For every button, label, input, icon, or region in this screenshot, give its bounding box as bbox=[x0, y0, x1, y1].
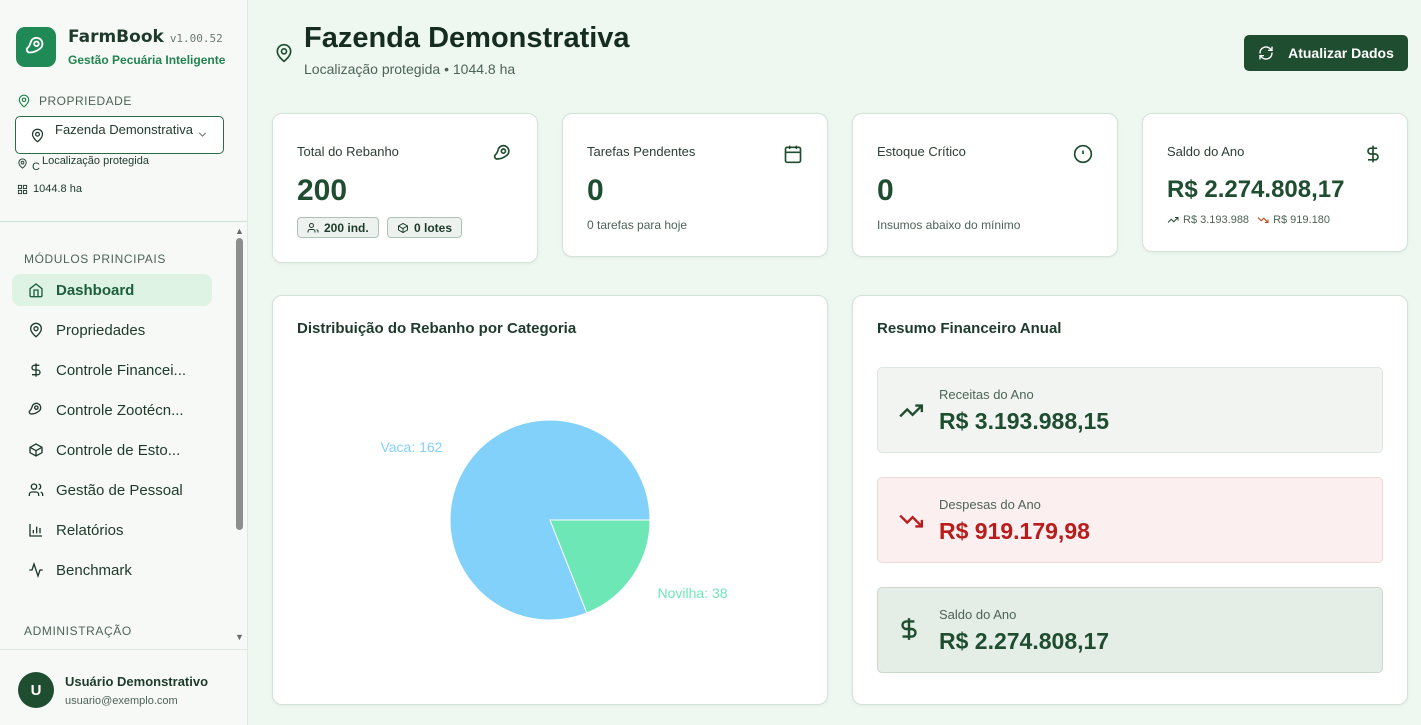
critical-stock-card: Estoque Crítico 0 Insumos abaixo do míni… bbox=[852, 113, 1118, 257]
card-title: Estoque Crítico bbox=[877, 144, 966, 159]
card-title: Total do Rebanho bbox=[297, 144, 399, 159]
package-icon bbox=[29, 443, 43, 457]
map-pin-icon bbox=[276, 43, 292, 63]
card-title: Saldo do Ano bbox=[1167, 144, 1245, 159]
refresh-data-button[interactable]: Atualizar Dados bbox=[1244, 35, 1408, 71]
property-select-value: Fazenda Demonstrativa bbox=[55, 121, 194, 137]
brand-name: FarmBook bbox=[68, 27, 164, 47]
nav-item-dashboard[interactable]: Dashboard bbox=[12, 274, 212, 306]
dollar-icon bbox=[1367, 145, 1379, 163]
year-balance-value: R$ 2.274.808,17 bbox=[1167, 176, 1345, 203]
nav-item-zootecnico[interactable]: Controle Zootécn... bbox=[12, 394, 212, 426]
expense-value: R$ 919.179,98 bbox=[939, 518, 1090, 544]
farmbook-logo-icon bbox=[16, 27, 56, 67]
herd-total-value: 200 bbox=[297, 174, 348, 207]
alert-circle-icon bbox=[1073, 144, 1093, 164]
nav-item-financeiro[interactable]: Controle Financei... bbox=[12, 354, 212, 386]
user-profile[interactable]: U Usuário Demonstrativo usuario@exemplo.… bbox=[0, 649, 247, 725]
map-pin-icon bbox=[31, 128, 44, 143]
balance-breakdown: R$ 3.193.988 R$ 919.180 bbox=[1167, 214, 1330, 226]
property-section-label: PROPRIEDADE bbox=[17, 94, 132, 108]
critical-stock-value: 0 bbox=[877, 174, 894, 207]
scroll-up-arrow-icon[interactable]: ▲ bbox=[235, 226, 244, 236]
refresh-icon bbox=[1259, 46, 1273, 60]
pie-label-1: Novilha: 38 bbox=[658, 585, 728, 601]
expense-summary: Despesas do Ano R$ 919.179,98 bbox=[877, 477, 1383, 563]
grid-icon bbox=[17, 184, 28, 194]
calendar-icon bbox=[784, 145, 802, 164]
pie-slice-1[interactable] bbox=[549, 519, 651, 614]
individuals-badge: 200 ind. bbox=[297, 217, 379, 238]
chevron-down-icon bbox=[198, 132, 207, 137]
page-title: Fazenda Demonstrativa bbox=[304, 22, 630, 54]
users-icon bbox=[28, 483, 44, 496]
beef-icon bbox=[28, 402, 42, 415]
sidebar-divider bbox=[0, 221, 247, 222]
sidebar: FarmBook v1.00.52 Gestão Pecuária Intelig… bbox=[0, 0, 248, 725]
trending-up-icon bbox=[899, 404, 924, 418]
dollar-icon bbox=[31, 363, 41, 377]
herd-pie-chart: Vaca: 162 Novilha: 38 bbox=[380, 419, 728, 621]
activity-icon bbox=[29, 562, 43, 578]
brand: FarmBook v1.00.52 Gestão Pecuária Intelig… bbox=[16, 27, 225, 67]
finance-title: Resumo Financeiro Anual bbox=[877, 320, 1062, 337]
scroll-down-arrow-icon[interactable]: ▼ bbox=[235, 632, 244, 642]
users-icon bbox=[307, 222, 319, 232]
expense-short: R$ 919.180 bbox=[1273, 214, 1330, 226]
nav-item-estoque[interactable]: Controle de Esto... bbox=[12, 434, 212, 466]
home-icon bbox=[29, 283, 43, 298]
beef-icon bbox=[493, 144, 510, 160]
map-pin-icon bbox=[18, 94, 30, 108]
nav-section-main: MÓDULOS PRINCIPAIS bbox=[24, 252, 166, 266]
herd-total-card: Total do Rebanho 200 200 ind. 0 lotes bbox=[272, 113, 538, 263]
pending-tasks-note: 0 tarefas para hoje bbox=[587, 218, 688, 232]
pie-label-0: Vaca: 162 bbox=[380, 439, 442, 455]
income-label: Receitas do Ano bbox=[939, 387, 1034, 402]
map-pin-icon bbox=[18, 157, 27, 169]
chart-title: Distribuição do Rebanho por Categoria bbox=[297, 320, 577, 337]
map-pin-icon bbox=[29, 322, 43, 338]
sidebar-scrollbar[interactable]: ▲ ▼ bbox=[234, 222, 246, 648]
trending-down-icon bbox=[899, 514, 924, 528]
trending-up-icon bbox=[1167, 217, 1179, 223]
trending-down-icon bbox=[1257, 217, 1269, 223]
year-balance-card: Saldo do Ano R$ 2.274.808,17 R$ 3.193.98… bbox=[1142, 113, 1408, 252]
income-summary: Receitas do Ano R$ 3.193.988,15 bbox=[877, 367, 1383, 453]
scrollbar-thumb[interactable] bbox=[236, 238, 243, 530]
expense-label: Despesas do Ano bbox=[939, 497, 1041, 512]
lots-badge: 0 lotes bbox=[387, 217, 463, 238]
brand-version: v1.00.52 bbox=[169, 32, 223, 45]
balance-summary: Saldo do Ano R$ 2.274.808,17 bbox=[877, 587, 1383, 673]
income-short: R$ 3.193.988 bbox=[1183, 214, 1250, 226]
nav-item-pessoal[interactable]: Gestão de Pessoal bbox=[12, 474, 212, 506]
page-subtitle: Localização protegida • 1044.8 ha bbox=[304, 61, 516, 77]
package-icon bbox=[398, 222, 408, 233]
income-value: R$ 3.193.988,15 bbox=[939, 408, 1110, 434]
balance-value: R$ 2.274.808,17 bbox=[939, 628, 1110, 654]
nav-item-relatorios[interactable]: Relatórios bbox=[12, 514, 212, 546]
critical-stock-note: Insumos abaixo do mínimo bbox=[877, 218, 1021, 232]
property-select[interactable]: Fazenda Demonstrativa bbox=[15, 116, 224, 154]
avatar: U bbox=[18, 672, 54, 708]
card-title: Tarefas Pendentes bbox=[587, 144, 696, 159]
nav-section-admin: ADMINISTRAÇÃO bbox=[24, 624, 132, 638]
brand-subtitle: Gestão Pecuária Inteligente bbox=[68, 53, 226, 67]
nav-item-benchmark[interactable]: Benchmark bbox=[12, 554, 212, 586]
pending-tasks-card: Tarefas Pendentes 0 0 tarefas para hoje bbox=[562, 113, 828, 257]
dollar-icon bbox=[901, 618, 917, 640]
property-area: 1044.8 ha bbox=[17, 183, 82, 195]
user-email: usuario@exemplo.com bbox=[65, 695, 178, 707]
herd-distribution-panel: Distribuição do Rebanho por Categoria Va… bbox=[272, 295, 828, 705]
annual-finance-panel: Resumo Financeiro Anual Receitas do Ano … bbox=[852, 295, 1408, 705]
pending-tasks-value: 0 bbox=[587, 174, 604, 207]
nav-item-propriedades[interactable]: Propriedades bbox=[12, 314, 212, 346]
bar-chart-icon bbox=[29, 524, 42, 537]
balance-label: Saldo do Ano bbox=[939, 607, 1017, 622]
user-name: Usuário Demonstrativo bbox=[65, 674, 209, 689]
property-location: C Localização protegida bbox=[17, 155, 149, 173]
